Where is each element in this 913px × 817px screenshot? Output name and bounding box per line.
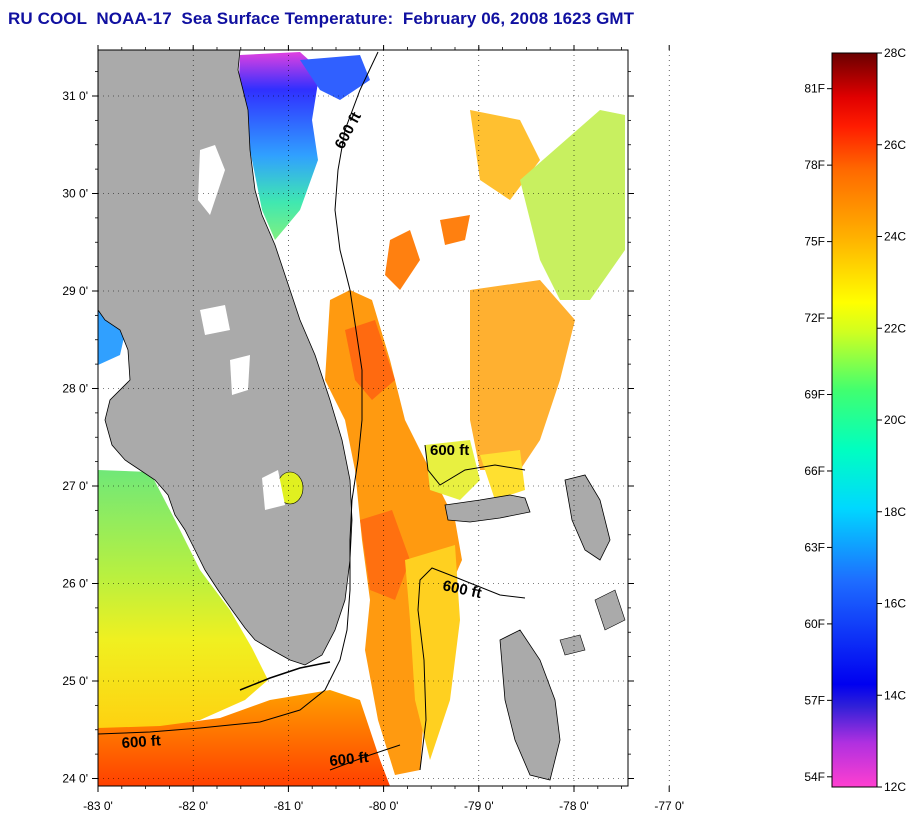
south-sst-region [98, 690, 390, 786]
contour-label-southwest: 600 ft [121, 732, 161, 752]
colorbar-fahrenheit-label: 60F [804, 617, 825, 631]
lon-label: -80 0' [369, 799, 399, 813]
colorbar-fahrenheit-label: 63F [804, 540, 825, 554]
colorbar-celsius-label: 22C [884, 321, 906, 335]
colorbar-fahrenheit-label: 78F [804, 158, 825, 172]
axis-labels: -83 0' -82 0' -81 0' -80 0' -79 0' -78 0' -77 … [62, 89, 684, 813]
bahamas-grand-bahama [444, 494, 531, 523]
colorbar-celsius-label: 24C [884, 230, 906, 244]
colorbar-fahrenheit-label: 57F [804, 693, 825, 707]
contour-label-bahamas: 600 ft [430, 442, 469, 459]
north-sst-region [238, 52, 320, 240]
axis-ticks [92, 45, 670, 792]
bahamas-andros [499, 629, 561, 781]
colorbar [831, 52, 878, 788]
gulf-sst-region [98, 470, 268, 732]
colorbar-celsius-label: 28C [884, 46, 906, 60]
colorbar-fahrenheit-label: 81F [804, 82, 825, 96]
lat-label: 28 0' [62, 382, 88, 396]
lat-label: 25 0' [62, 674, 88, 688]
colorbar-fahrenheit-label: 54F [804, 770, 825, 784]
lon-label: -78 0' [559, 799, 589, 813]
colorbar-fahrenheit-label: 75F [804, 235, 825, 249]
lon-label: -77 0' [654, 799, 684, 813]
colorbar-fahrenheit-label: 72F [804, 311, 825, 325]
graticule [98, 50, 670, 786]
map-border [97, 49, 629, 787]
colorbar-celsius-label: 26C [884, 138, 906, 152]
colorbar-fahrenheit-label: 66F [804, 464, 825, 478]
colorbar-celsius-label: 20C [884, 413, 906, 427]
colorbar-celsius-label: 18C [884, 505, 906, 519]
isobath-contours [98, 51, 526, 771]
lat-label: 30 0' [62, 187, 88, 201]
lon-label: -82 0' [178, 799, 208, 813]
lat-label: 29 0' [62, 284, 88, 298]
colorbar-fahrenheit-label: 69F [804, 388, 825, 402]
lat-label: 26 0' [62, 577, 88, 591]
colorbar-celsius-label: 12C [884, 780, 906, 794]
sst-data-layer [98, 52, 625, 786]
lon-label: -79 0' [464, 799, 494, 813]
colorbar-ticks [827, 52, 882, 788]
colorbar-fahrenheit-labels: 81F 78F 75F 72F 69F 66F 63F 60F 57F 54F [804, 82, 825, 784]
lat-label: 24 0' [62, 772, 88, 786]
colorbar-celsius-label: 16C [884, 597, 906, 611]
swath-sst-region [470, 280, 575, 470]
map-title: RU COOL NOAA-17 Sea Surface Temperature:… [8, 9, 635, 28]
colorbar-celsius-labels: 28C 26C 24C 22C 20C 18C 16C 14C 12C [884, 46, 906, 794]
contour-label-south: 600 ft [329, 749, 370, 770]
lat-label: 27 0' [62, 479, 88, 493]
colorbar-celsius-label: 14C [884, 688, 906, 702]
lon-label: -83 0' [83, 799, 113, 813]
lon-label: -81 0' [274, 799, 304, 813]
lat-label: 31 0' [62, 89, 88, 103]
florida-landmass [98, 50, 353, 666]
